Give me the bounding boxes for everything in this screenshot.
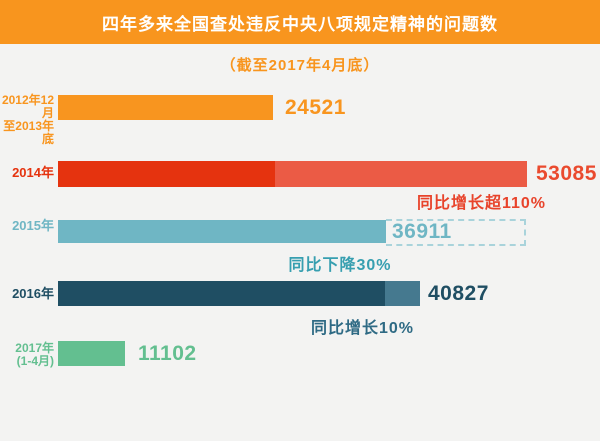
bar-2014-prior-year-segment (58, 161, 275, 187)
bar-value-2013: 24521 (285, 96, 346, 119)
bar-value-2017: 11102 (138, 342, 197, 365)
category-label-2013: 2012年12月 至2013年底 (0, 94, 54, 146)
bar-value-2015: 36911 (392, 220, 452, 243)
bar-2016 (58, 281, 420, 306)
category-label-2017: 2017年 (1-4月) (0, 342, 54, 368)
category-label-2013-line2: 至2013年底 (3, 119, 54, 146)
chart-subtitle: （截至2017年4月底） (220, 57, 380, 74)
header-band: 四年多来全国查处违反中央八项规定精神的问题数 (0, 0, 600, 44)
bar-2016-prior-year-segment (58, 281, 385, 306)
annotation-2015-decline: 同比下降30% (288, 257, 392, 274)
chart-title: 四年多来全国查处违反中央八项规定精神的问题数 (102, 14, 498, 34)
category-label-2017-line1: 2017年 (15, 341, 54, 355)
category-label-2016: 2016年 (12, 286, 54, 301)
annotation-2016-growth: 同比增长10% (310, 320, 415, 337)
bar-2014 (58, 161, 527, 187)
category-label-2017-line2: (1-4月) (16, 354, 54, 368)
bar-value-2014: 53085 (536, 162, 597, 185)
bar-2013 (58, 95, 273, 120)
category-label-2015: 2015年 (12, 218, 54, 233)
bar-2015 (58, 220, 386, 243)
annotation-2014-growth: 同比增长超110% (416, 195, 546, 212)
category-label-2014: 2014年 (12, 165, 54, 180)
bar-2017 (58, 341, 125, 366)
bar-value-2016: 40827 (428, 282, 489, 305)
bar-2015-dashed-prior-level-box (386, 219, 526, 246)
category-label-2013-line1: 2012年12月 (1, 93, 54, 120)
